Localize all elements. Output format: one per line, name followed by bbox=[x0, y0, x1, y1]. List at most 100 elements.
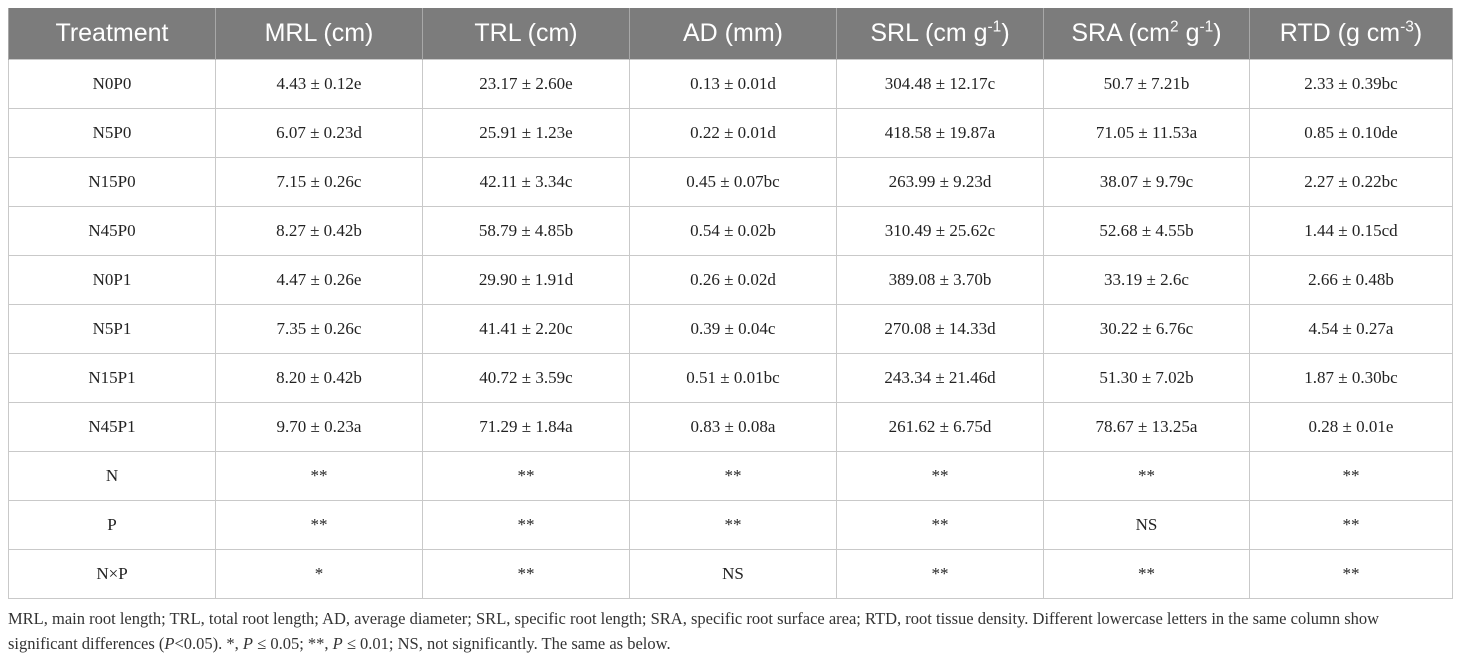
table-row: N5P0 6.07 ± 0.23d 25.91 ± 1.23e 0.22 ± 0.01… bbox=[8, 108, 1453, 158]
table-row: N15P0 7.15 ± 0.26c 42.11 ± 3.34c 0.45 ± 0.0… bbox=[8, 157, 1453, 207]
table-cell: 0.26 ± 0.02d bbox=[629, 255, 837, 305]
table-cell: * bbox=[215, 549, 423, 599]
row-label-cell: N×P bbox=[8, 549, 216, 599]
table-cell: 58.79 ± 4.85b bbox=[422, 206, 630, 256]
table-footnote: MRL, main root length; TRL, total root l… bbox=[8, 609, 1380, 653]
table-row: N5P1 7.35 ± 0.26c 41.41 ± 2.20c 0.39 ± 0.04… bbox=[8, 304, 1453, 354]
table-cell: 389.08 ± 3.70b bbox=[836, 255, 1044, 305]
table-cell: 270.08 ± 14.33d bbox=[836, 304, 1044, 354]
row-label-cell: N45P0 bbox=[8, 206, 216, 256]
table-row: N×P * ** NS ** ** ** bbox=[8, 549, 1453, 599]
table-cell: 310.49 ± 25.62c bbox=[836, 206, 1044, 256]
table-cell: 29.90 ± 1.91d bbox=[422, 255, 630, 305]
header-row: Treatment MRL (cm) TRL (cm) AD (mm) SRL … bbox=[8, 8, 1453, 60]
table-cell: ** bbox=[1249, 549, 1453, 599]
table-cell: 0.22 ± 0.01d bbox=[629, 108, 837, 158]
table-cell: 51.30 ± 7.02b bbox=[1043, 353, 1250, 403]
table-cell: 42.11 ± 3.34c bbox=[422, 157, 630, 207]
table-body: N0P0 4.43 ± 0.12e 23.17 ± 2.60e 0.13 ± 0.01… bbox=[8, 59, 1453, 599]
table-cell: ** bbox=[1043, 549, 1250, 599]
header-treatment: Treatment bbox=[8, 8, 216, 60]
table-cell: ** bbox=[422, 451, 630, 501]
table-cell: ** bbox=[215, 451, 423, 501]
header-rtd-sup: -3 bbox=[1400, 18, 1414, 36]
table-cell: 50.7 ± 7.21b bbox=[1043, 59, 1250, 109]
table-cell: 0.39 ± 0.04c bbox=[629, 304, 837, 354]
row-label-cell: N45P1 bbox=[8, 402, 216, 452]
table-cell: 243.34 ± 21.46d bbox=[836, 353, 1044, 403]
header-ad: AD (mm) bbox=[629, 8, 837, 60]
row-label-cell: N15P1 bbox=[8, 353, 216, 403]
table-cell: ** bbox=[836, 549, 1044, 599]
table-cell: 40.72 ± 3.59c bbox=[422, 353, 630, 403]
table-cell: ** bbox=[836, 500, 1044, 550]
table-cell: 2.33 ± 0.39bc bbox=[1249, 59, 1453, 109]
table-cell: 2.27 ± 0.22bc bbox=[1249, 157, 1453, 207]
row-label-cell: N15P0 bbox=[8, 157, 216, 207]
row-label-cell: N0P1 bbox=[8, 255, 216, 305]
table-cell: 30.22 ± 6.76c bbox=[1043, 304, 1250, 354]
table-cell: 304.48 ± 12.17c bbox=[836, 59, 1044, 109]
table-cell: 4.43 ± 0.12e bbox=[215, 59, 423, 109]
table-cell: 25.91 ± 1.23e bbox=[422, 108, 630, 158]
table-cell: 4.54 ± 0.27a bbox=[1249, 304, 1453, 354]
row-label-cell: N5P1 bbox=[8, 304, 216, 354]
row-label-cell: N0P0 bbox=[8, 59, 216, 109]
row-label-cell: P bbox=[8, 500, 216, 550]
table-cell: 261.62 ± 6.75d bbox=[836, 402, 1044, 452]
table-cell: 41.41 ± 2.20c bbox=[422, 304, 630, 354]
table-cell: 263.99 ± 9.23d bbox=[836, 157, 1044, 207]
header-sra-sup: 2 bbox=[1170, 18, 1179, 36]
row-label-cell: N5P0 bbox=[8, 108, 216, 158]
table-cell: ** bbox=[836, 451, 1044, 501]
table-row: N15P1 8.20 ± 0.42b 40.72 ± 3.59c 0.51 ± 0.0… bbox=[8, 353, 1453, 403]
table-cell: 0.13 ± 0.01d bbox=[629, 59, 837, 109]
table-row: N45P0 8.27 ± 0.42b 58.79 ± 4.85b 0.54 ± 0.0… bbox=[8, 206, 1453, 256]
table-cell: 0.85 ± 0.10de bbox=[1249, 108, 1453, 158]
table-cell: ** bbox=[1249, 500, 1453, 550]
header-mrl: MRL (cm) bbox=[215, 8, 423, 60]
header-rtd: RTD (g cm-3) bbox=[1249, 8, 1453, 60]
table-cell: NS bbox=[1043, 500, 1250, 550]
table-cell: 0.51 ± 0.01bc bbox=[629, 353, 837, 403]
table-cell: 0.28 ± 0.01e bbox=[1249, 402, 1453, 452]
table-cell: 418.58 ± 19.87a bbox=[836, 108, 1044, 158]
table-cell: 6.07 ± 0.23d bbox=[215, 108, 423, 158]
table-row: N45P1 9.70 ± 0.23a 71.29 ± 1.84a 0.83 ± 0.0… bbox=[8, 402, 1453, 452]
table-cell: 38.07 ± 9.79c bbox=[1043, 157, 1250, 207]
row-label-cell: N bbox=[8, 451, 216, 501]
header-srl: SRL (cm g-1) bbox=[836, 8, 1044, 60]
table-cell: 33.19 ± 2.6c bbox=[1043, 255, 1250, 305]
header-srl-sup: -1 bbox=[987, 18, 1002, 36]
table-cell: ** bbox=[629, 451, 837, 501]
header-sra: SRA (cm2 g-1) bbox=[1043, 8, 1250, 60]
table-cell: 1.87 ± 0.30bc bbox=[1249, 353, 1453, 403]
header-trl: TRL (cm) bbox=[422, 8, 630, 60]
table-cell: 23.17 ± 2.60e bbox=[422, 59, 630, 109]
table-row: N0P1 4.47 ± 0.26e 29.90 ± 1.91d 0.26 ± 0.02… bbox=[8, 255, 1453, 305]
table-cell: 8.20 ± 0.42b bbox=[215, 353, 423, 403]
table-row: P ** ** ** ** NS ** bbox=[8, 500, 1453, 550]
table-cell: 52.68 ± 4.55b bbox=[1043, 206, 1250, 256]
table-cell: 71.29 ± 1.84a bbox=[422, 402, 630, 452]
table-cell: 7.15 ± 0.26c bbox=[215, 157, 423, 207]
table-cell: 8.27 ± 0.42b bbox=[215, 206, 423, 256]
table-cell: ** bbox=[1043, 451, 1250, 501]
data-table: Treatment MRL (cm) TRL (cm) AD (mm) SRL … bbox=[8, 8, 1453, 599]
table-cell: 2.66 ± 0.48b bbox=[1249, 255, 1453, 305]
table-cell: 0.83 ± 0.08a bbox=[629, 402, 837, 452]
table-cell: ** bbox=[422, 500, 630, 550]
header-sra-sup2: -1 bbox=[1199, 18, 1214, 36]
table-cell: ** bbox=[422, 549, 630, 599]
table-cell: ** bbox=[629, 500, 837, 550]
table-row: N0P0 4.43 ± 0.12e 23.17 ± 2.60e 0.13 ± 0.01… bbox=[8, 59, 1453, 109]
table-cell: 4.47 ± 0.26e bbox=[215, 255, 423, 305]
table-cell: 0.45 ± 0.07bc bbox=[629, 157, 837, 207]
table-cell: 1.44 ± 0.15cd bbox=[1249, 206, 1453, 256]
table-cell: 0.54 ± 0.02b bbox=[629, 206, 837, 256]
table-cell: NS bbox=[629, 549, 837, 599]
table-figure: Treatment MRL (cm) TRL (cm) AD (mm) SRL … bbox=[8, 8, 1453, 656]
table-cell: 78.67 ± 13.25a bbox=[1043, 402, 1250, 452]
table-cell: 9.70 ± 0.23a bbox=[215, 402, 423, 452]
table-cell: ** bbox=[1249, 451, 1453, 501]
